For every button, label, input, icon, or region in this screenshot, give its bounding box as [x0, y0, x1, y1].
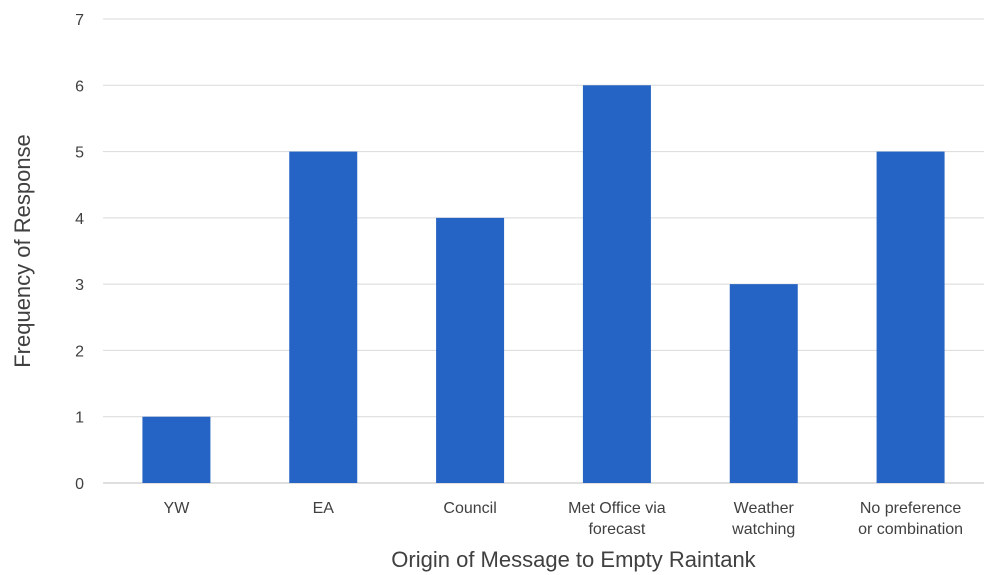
y-tick-labels: 0 1 2 3 4 5 6 7 — [75, 12, 84, 493]
x-category-label: Council — [443, 500, 496, 517]
bar — [142, 416, 211, 483]
x-axis-title: Origin of Message to Empty Raintank — [391, 547, 756, 572]
bar — [289, 151, 358, 484]
y-tick-label: 7 — [75, 12, 84, 29]
gridlines — [103, 18, 984, 484]
x-category-labels: YW EA Council Met Office via forecast Weather… — [164, 500, 964, 538]
y-tick-label: 5 — [75, 145, 84, 162]
bar — [436, 217, 505, 483]
y-tick-label: 0 — [75, 476, 84, 493]
y-tick-label: 1 — [75, 410, 84, 427]
x-category-label: YW — [164, 500, 191, 517]
x-category-label: EA — [313, 500, 335, 517]
y-tick-label: 6 — [75, 78, 84, 95]
bar — [582, 85, 651, 484]
bar — [729, 284, 798, 483]
bars — [142, 85, 945, 484]
x-category-label: No preference or combination — [858, 500, 963, 538]
y-tick-label: 3 — [75, 277, 84, 294]
bar — [876, 151, 945, 484]
y-tick-label: 2 — [75, 343, 84, 360]
x-category-label: Weather watching — [731, 500, 795, 538]
x-category-label: Met Office via forecast — [568, 500, 666, 538]
y-tick-label: 4 — [75, 211, 84, 228]
y-axis-title: Frequency of Response — [10, 134, 35, 368]
